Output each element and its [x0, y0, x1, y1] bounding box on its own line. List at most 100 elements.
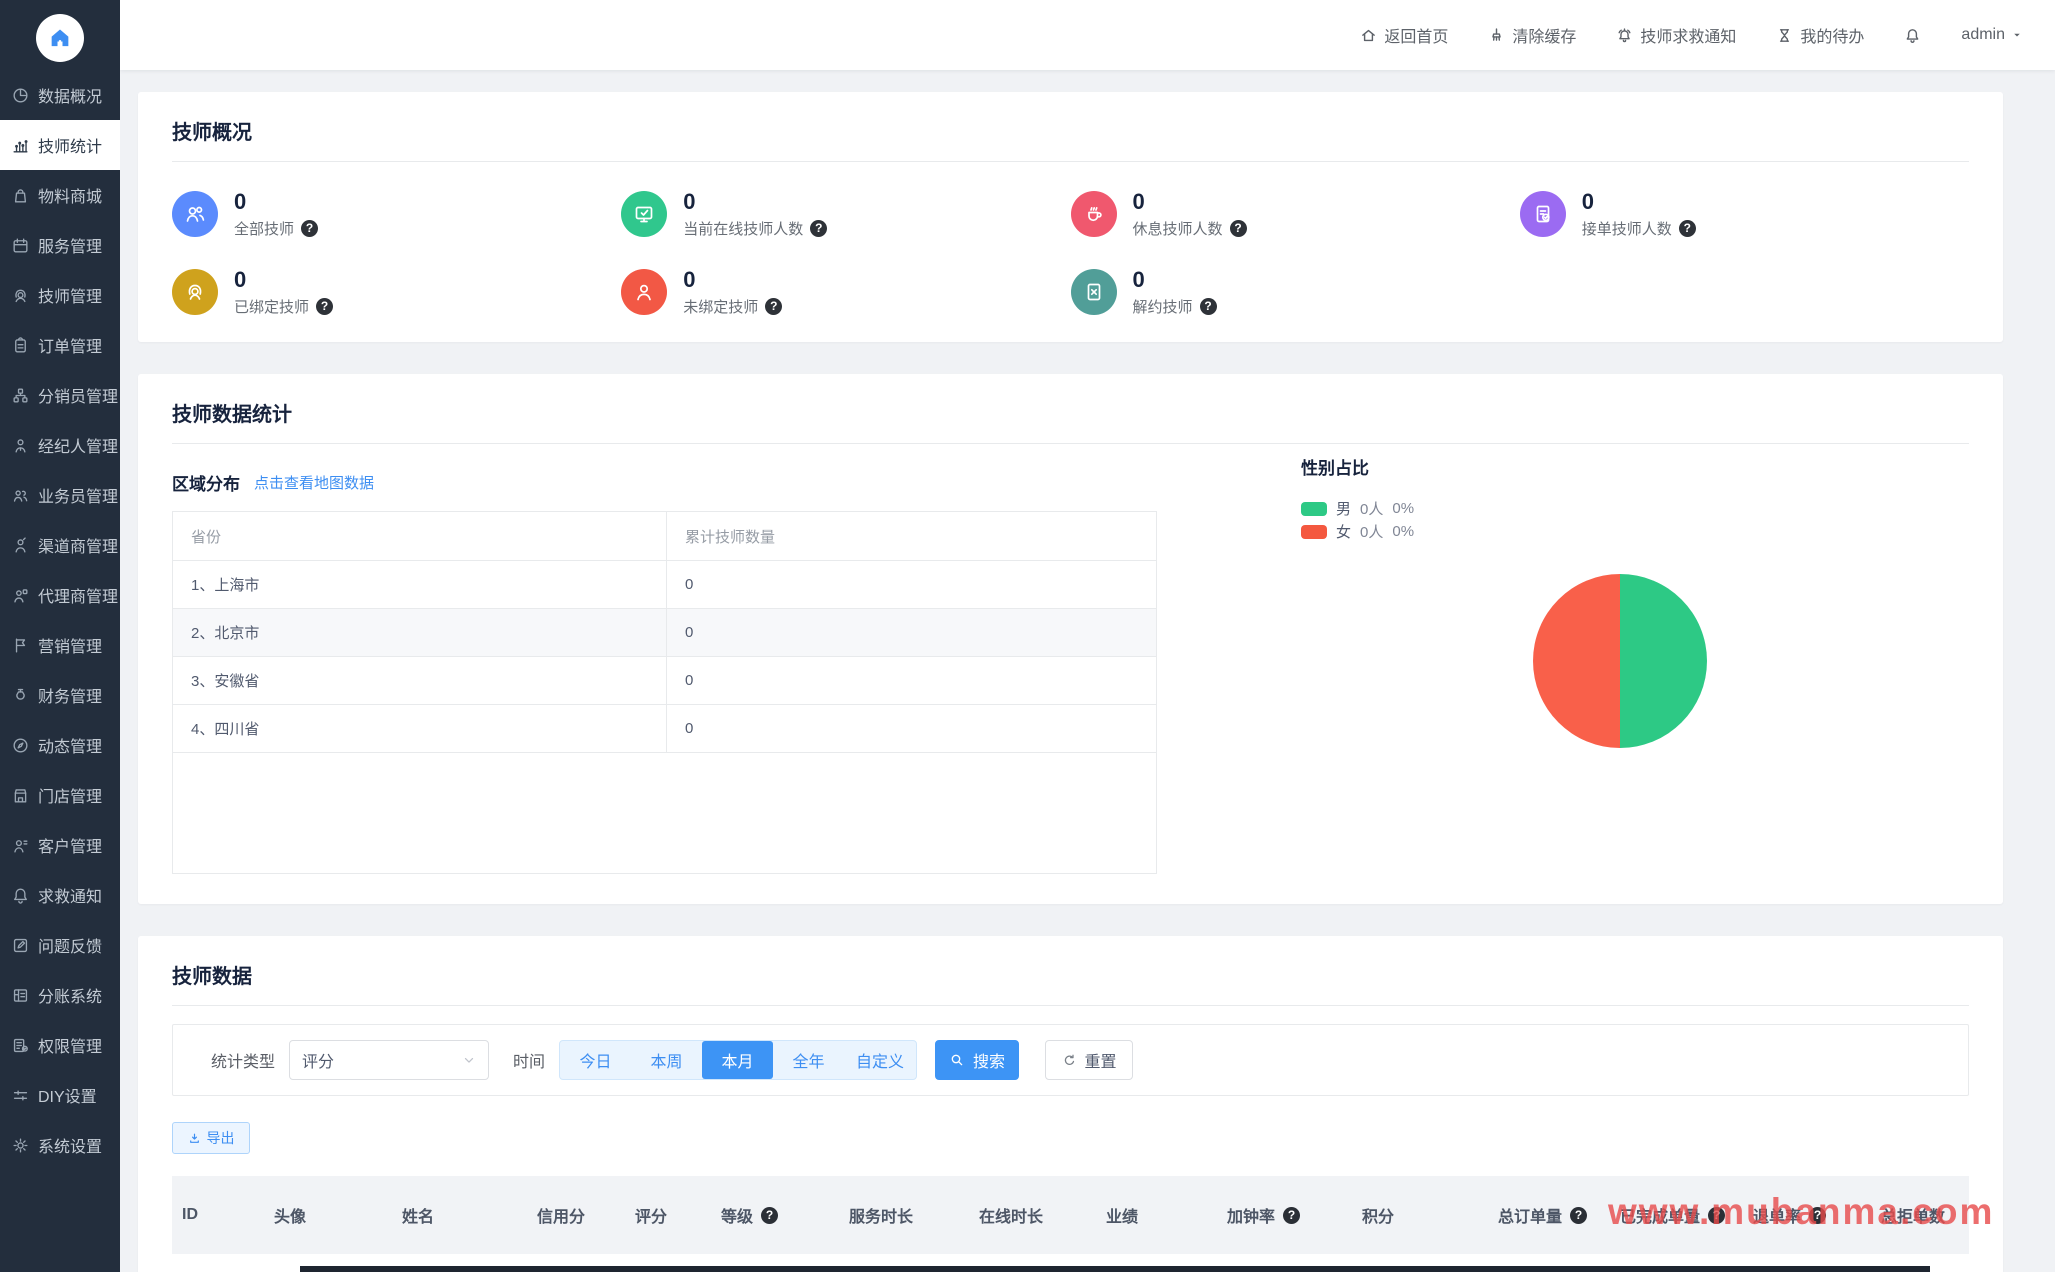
view-map-data-link[interactable]: 点击查看地图数据 [254, 475, 375, 492]
help-icon[interactable] [765, 297, 783, 315]
sidebar-item-marketing-mgmt[interactable]: 营销管理 [0, 620, 120, 670]
topbar-link-clear-cache[interactable]: 清除缓存 [1488, 23, 1576, 47]
column-header-rating[interactable]: 评分 [635, 1209, 668, 1226]
column-header-points[interactable]: 积分 [1362, 1209, 1395, 1226]
stat-label: 未绑定技师 [683, 298, 759, 316]
column-header-completed-orders[interactable]: 已完成单量 [1610, 1203, 1743, 1227]
stat-unbound-technicians: 0 未绑定技师 [621, 266, 1070, 318]
topbar-link-home[interactable]: 返回首页 [1360, 23, 1448, 47]
user-menu[interactable]: admin [1961, 26, 2023, 44]
sidebar-item-label: 订单管理 [38, 339, 103, 356]
table-row[interactable]: 4、四川省 0 [173, 705, 1156, 753]
help-icon[interactable] [301, 219, 319, 237]
sidebar-item-store-mgmt[interactable]: 门店管理 [0, 770, 120, 820]
sidebar-item-salesman-mgmt[interactable]: 业务员管理 [0, 470, 120, 520]
gender-ratio-block: 性别占比 男 0人 0% 女 0人 0% [1301, 454, 1414, 543]
column-header-performance[interactable]: 业绩 [1106, 1209, 1139, 1226]
app-logo[interactable] [36, 14, 84, 62]
stat-label: 休息技师人数 [1132, 220, 1223, 238]
doc-x-icon [1070, 269, 1117, 315]
column-header-total-orders[interactable]: 总订单量 [1488, 1203, 1610, 1227]
column-header-count: 累计技师数量 [685, 528, 776, 546]
table-row[interactable]: 2、北京市 0 [173, 609, 1156, 657]
sidebar-item-finance-mgmt[interactable]: 财务管理 [0, 670, 120, 720]
technician-icon [15, 289, 26, 302]
sidebar-item-data-overview[interactable]: 数据概况 [0, 70, 120, 120]
download-icon [189, 1133, 199, 1143]
time-option-this-week[interactable]: 本周 [650, 1054, 683, 1071]
sidebar-item-channel-mgmt[interactable]: 渠道商管理 [0, 520, 120, 570]
flag-icon [15, 637, 26, 653]
column-header-total-rejected[interactable]: 总拒单数 [1881, 1209, 1946, 1226]
reset-button[interactable]: 重置 [1045, 1040, 1134, 1080]
help-icon[interactable] [761, 1206, 779, 1224]
sidebar-item-order-mgmt[interactable]: 订单管理 [0, 320, 120, 370]
sidebar-item-distributor-mgmt[interactable]: 分销员管理 [0, 370, 120, 420]
username: admin [1961, 26, 2005, 43]
help-icon[interactable] [1809, 1206, 1827, 1224]
sidebar-item-label: 物料商城 [38, 189, 103, 206]
help-icon[interactable] [316, 297, 334, 315]
sidebar-item-sos-notice[interactable]: 求救通知 [0, 870, 120, 920]
card-title: 技师数据统计 [172, 404, 292, 426]
sidebar-item-technician-mgmt[interactable]: 技师管理 [0, 270, 120, 320]
help-icon[interactable] [810, 219, 828, 237]
region-distribution-title: 区域分布 [172, 475, 240, 494]
sidebar-item-split-account[interactable]: 分账系统 [0, 970, 120, 1020]
column-header-credit-score[interactable]: 信用分 [537, 1209, 586, 1226]
bell-icon [1907, 28, 1919, 43]
help-icon[interactable] [1229, 219, 1247, 237]
time-option-this-month[interactable]: 本月 [702, 1041, 774, 1079]
column-header-extension-rate[interactable]: 加钟率 [1217, 1203, 1352, 1227]
time-option-today[interactable]: 今日 [579, 1054, 612, 1071]
table-row[interactable]: 1、上海市 0 [173, 561, 1156, 609]
time-option-this-year[interactable]: 全年 [792, 1054, 825, 1071]
sidebar-item-label: 系统设置 [38, 1139, 103, 1156]
stat-label: 已绑定技师 [234, 298, 310, 316]
sidebar-item-technician-stats[interactable]: 技师统计 [0, 120, 120, 170]
sidebar-item-permission-mgmt[interactable]: 权限管理 [0, 1020, 120, 1070]
sidebar-item-label: 问题反馈 [38, 939, 103, 956]
column-header-level[interactable]: 等级 [711, 1203, 839, 1227]
help-icon[interactable] [1199, 297, 1217, 315]
technician-statistics-card: 技师数据统计 区域分布 点击查看地图数据 省份 累计技师数量 1、上海市 0 2… [138, 374, 2003, 904]
stat-type-select[interactable]: 评分 [289, 1040, 490, 1080]
stats-grid: 0 全部技师 0 当前在线技师人数 0 休息技师人数 [172, 188, 1969, 318]
table-row[interactable]: 3、安徽省 0 [173, 657, 1156, 705]
search-icon [951, 1054, 963, 1066]
count-cell: 0 [685, 576, 694, 593]
column-header-avatar[interactable]: 头像 [274, 1209, 307, 1226]
org-tree-icon [13, 387, 28, 403]
search-button[interactable]: 搜索 [935, 1040, 1020, 1080]
column-header-refund-rate[interactable]: 退单率 [1743, 1203, 1871, 1227]
sidebar-item-feedback[interactable]: 问题反馈 [0, 920, 120, 970]
main-content: 技师概况 0 全部技师 0 当前在线技师人数 [120, 70, 2055, 1272]
notification-bell-button[interactable] [1904, 27, 1921, 44]
column-header-id[interactable]: ID [182, 1206, 198, 1223]
sidebar-item-customer-mgmt[interactable]: 客户管理 [0, 820, 120, 870]
sidebar-item-broker-mgmt[interactable]: 经纪人管理 [0, 420, 120, 470]
help-icon[interactable] [1283, 1206, 1301, 1224]
column-header-online-duration[interactable]: 在线时长 [979, 1209, 1044, 1226]
topbar-link-sos-notifications[interactable]: 技师求救通知 [1616, 23, 1736, 47]
help-icon[interactable] [1570, 1206, 1588, 1224]
topbar-link-label: 清除缓存 [1512, 29, 1577, 46]
export-button[interactable]: 导出 [172, 1122, 250, 1154]
help-icon[interactable] [1708, 1206, 1726, 1224]
sidebar-item-label: 门店管理 [38, 789, 103, 806]
gender-legend: 男 0人 0% 女 0人 0% [1301, 497, 1414, 543]
region-table: 省份 累计技师数量 1、上海市 0 2、北京市 0 3、安徽省 0 4、四川省 … [172, 511, 1157, 874]
topbar-link-my-todo[interactable]: 我的待办 [1776, 23, 1864, 47]
legend-percent: 0% [1392, 500, 1415, 517]
stat-value: 0 [683, 267, 696, 293]
sidebar-item-system-settings[interactable]: 系统设置 [0, 1120, 120, 1170]
sidebar-item-service-mgmt[interactable]: 服务管理 [0, 220, 120, 270]
sidebar-item-agency-mgmt[interactable]: 代理商管理 [0, 570, 120, 620]
help-icon[interactable] [1678, 219, 1696, 237]
column-header-service-duration[interactable]: 服务时长 [849, 1209, 914, 1226]
sidebar-item-diy-settings[interactable]: DIY设置 [0, 1070, 120, 1120]
sidebar-item-feed-mgmt[interactable]: 动态管理 [0, 720, 120, 770]
time-option-custom[interactable]: 自定义 [856, 1054, 905, 1071]
sidebar-item-material-mall[interactable]: 物料商城 [0, 170, 120, 220]
column-header-name[interactable]: 姓名 [402, 1209, 435, 1226]
